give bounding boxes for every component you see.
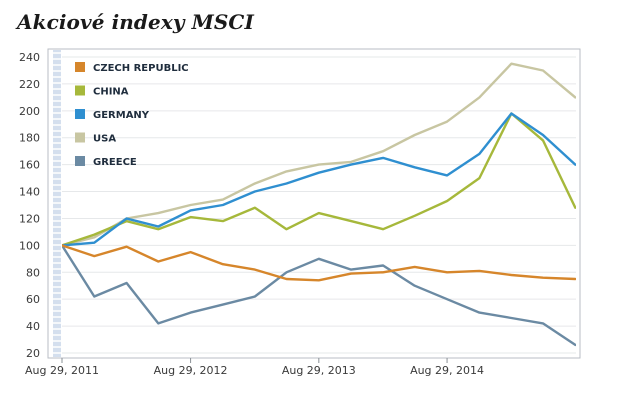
legend-item: GERMANY: [75, 109, 150, 121]
legend-item: CZECH REPUBLIC: [75, 62, 189, 74]
y-tick-label: 140: [19, 186, 40, 199]
legend-swatch: [75, 85, 85, 96]
series-line-china: [62, 112, 576, 247]
y-tick-label: 240: [19, 51, 40, 64]
legend-item: CHINA: [75, 85, 129, 98]
x-tick-label: Aug 29, 2013: [282, 364, 356, 377]
grid-lines: [62, 56, 576, 354]
axes: 20 40 60 80 100 120 140 160 180 200 220 240 Aug 29, …: [19, 51, 484, 377]
y-tick-label: 80: [26, 266, 40, 279]
page-title: Akciové indexy MSCI: [17, 10, 254, 34]
y-tick-label: 20: [26, 347, 40, 360]
x-tick-label: Aug 29, 2014: [410, 364, 484, 377]
series-line-germany: [62, 112, 576, 247]
legend-label: CZECH REPUBLIC: [93, 63, 189, 74]
y-tick-label: 200: [19, 105, 40, 118]
y-tick-label: 60: [26, 293, 40, 306]
legend-label: GREECE: [93, 157, 137, 168]
chart-frame: [47, 48, 581, 359]
zoom-strip: [53, 50, 61, 357]
y-tick-label: 180: [19, 132, 40, 145]
legend-swatch: [75, 109, 85, 119]
legend-item: USA: [75, 132, 116, 145]
y-tick-label: 220: [19, 78, 40, 91]
legend: CZECH REPUBLIC CHINA GERMANY USA GREECE: [75, 62, 189, 168]
series-line-usa: [62, 62, 576, 247]
x-tick-label: Aug 29, 2011: [25, 364, 99, 377]
plot-border: [47, 48, 581, 359]
y-tick-label: 160: [19, 159, 40, 172]
legend-label: CHINA: [93, 87, 129, 98]
x-tick-label: Aug 29, 2012: [154, 364, 228, 377]
series-line-czech-republic: [62, 244, 576, 282]
legend-label: GERMANY: [93, 110, 150, 121]
y-tick-label: 120: [19, 212, 40, 225]
legend-label: USA: [93, 134, 116, 145]
legend-swatch: [75, 62, 85, 72]
series-line-greece: [62, 244, 576, 347]
legend-item: GREECE: [75, 156, 137, 168]
series-lines: [62, 62, 576, 347]
legend-swatch: [75, 132, 85, 143]
legend-swatch: [75, 156, 85, 166]
y-tick-label: 40: [26, 320, 40, 333]
y-tick-label: 100: [19, 239, 40, 252]
